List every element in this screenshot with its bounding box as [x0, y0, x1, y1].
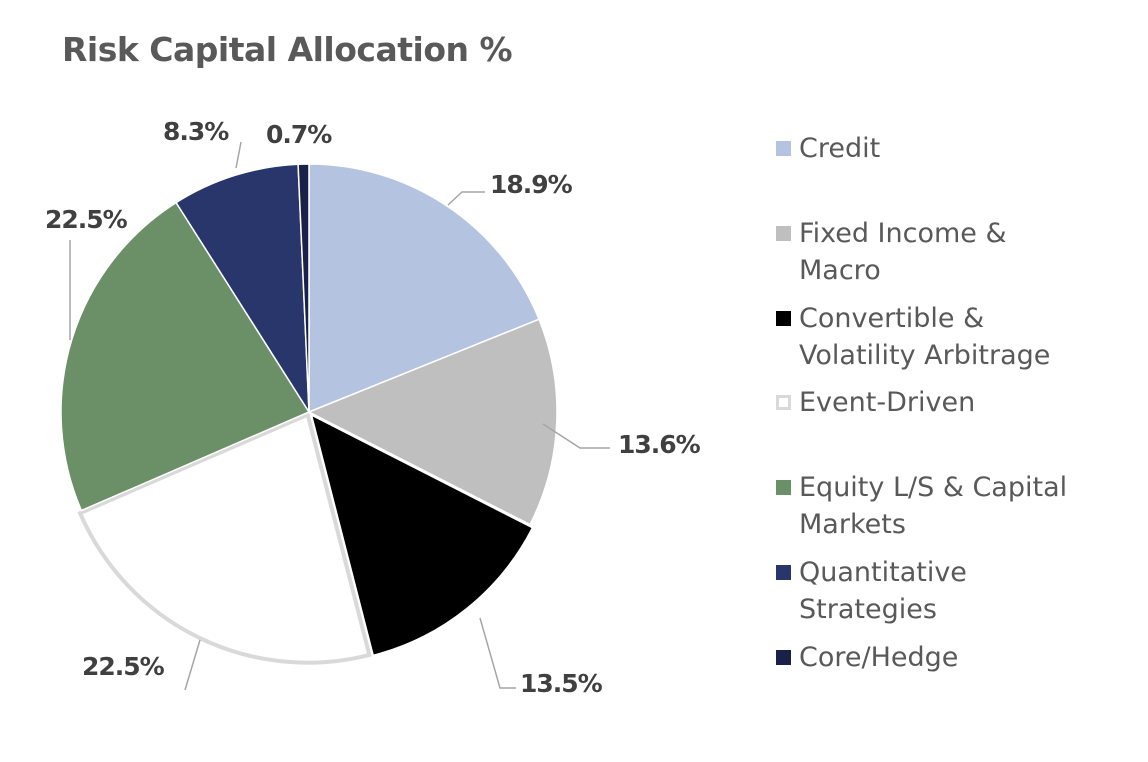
legend-item: Core/Hedge: [776, 639, 958, 676]
leader-line: [479, 617, 516, 689]
data-label: 18.9%: [490, 170, 573, 199]
legend-swatch: [776, 480, 791, 495]
data-label: 22.5%: [45, 205, 128, 234]
legend-label-line: Core/Hedge: [799, 642, 959, 673]
legend-label: Core/Hedge: [799, 639, 958, 676]
leader-line: [235, 141, 242, 169]
legend-swatch: [776, 311, 791, 326]
legend-label-line: Strategies: [799, 594, 937, 625]
legend-item: Quantitative Strategies: [776, 554, 967, 628]
data-label: 13.5%: [520, 669, 603, 698]
legend-label: Event-Driven: [799, 384, 975, 421]
pie-slice-event-driven: [77, 411, 372, 665]
legend-item: Credit: [776, 130, 880, 167]
legend-item: Fixed Income & Macro: [776, 215, 1007, 289]
legend-label-line: Equity L/S & Capital: [799, 472, 1068, 503]
legend-label: Convertible & Volatility Arbitrage: [799, 300, 1050, 374]
legend-swatch: [776, 565, 791, 580]
legend-label-line: Fixed Income &: [799, 218, 1007, 249]
legend-label-line: Convertible &: [799, 303, 985, 334]
leader-line: [542, 423, 610, 449]
legend-label-line: Credit: [799, 133, 881, 164]
legend-item: Convertible & Volatility Arbitrage: [776, 300, 1050, 374]
leader-line: [184, 639, 201, 691]
legend-item: Event-Driven: [776, 384, 975, 421]
legend-label-line: Event-Driven: [799, 387, 976, 418]
pie-slice-credit: [308, 163, 540, 414]
legend-swatch: [776, 650, 791, 665]
legend-swatch: [776, 226, 791, 241]
legend-swatch: [776, 395, 791, 410]
legend-label: Credit: [799, 130, 880, 167]
legend-swatch: [776, 141, 791, 156]
data-label: 8.3%: [163, 117, 229, 146]
legend-label-line: Macro: [799, 255, 881, 286]
pie-slice-convertible-volatility-arbitrage: [310, 413, 534, 657]
legend-label: Equity L/S & Capital Markets: [799, 469, 1067, 543]
legend-item: Equity L/S & Capital Markets: [776, 469, 1067, 543]
chart-title: Risk Capital Allocation %: [62, 30, 513, 69]
legend-label-line: Quantitative: [799, 557, 967, 588]
legend-label-line: Volatility Arbitrage: [799, 340, 1051, 371]
legend-label: Quantitative Strategies: [799, 554, 967, 628]
data-label: 22.5%: [82, 652, 165, 681]
leader-line: [447, 191, 485, 206]
legend-label-line: Markets: [799, 509, 906, 540]
pie-slice-fixed-income-macro: [307, 318, 558, 526]
pie-slice-quantitative-strategies: [175, 163, 310, 415]
pie-slice-core-hedge: [297, 163, 310, 413]
legend-label: Fixed Income & Macro: [799, 215, 1007, 289]
data-label: 0.7%: [266, 120, 332, 149]
pie-slice-equity-l-s-capital-markets: [60, 201, 311, 512]
data-label: 13.6%: [618, 430, 701, 459]
